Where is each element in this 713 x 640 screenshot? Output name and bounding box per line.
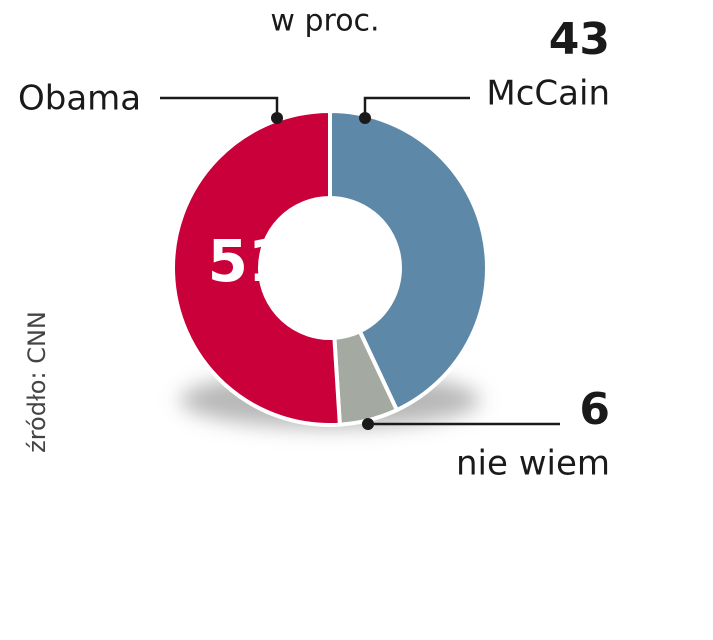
leader-dot [359, 112, 371, 124]
leader-line [160, 96, 279, 118]
leader-line [363, 96, 470, 118]
leader-dot [271, 112, 283, 124]
category-label: Obama [18, 79, 141, 119]
source: źródło: CNN [23, 311, 51, 453]
leader-dot [362, 418, 374, 430]
value-label: 43 [549, 14, 610, 65]
leader-lines [160, 96, 560, 430]
category-label: nie wiem [456, 444, 610, 484]
chart-subtitle: w proc. [270, 4, 379, 39]
donut-slice [170, 108, 342, 427]
donut-slice [328, 108, 489, 413]
value-label: 6 [579, 384, 610, 435]
value-label: 51 [208, 227, 289, 295]
category-label: McCain [486, 74, 610, 114]
